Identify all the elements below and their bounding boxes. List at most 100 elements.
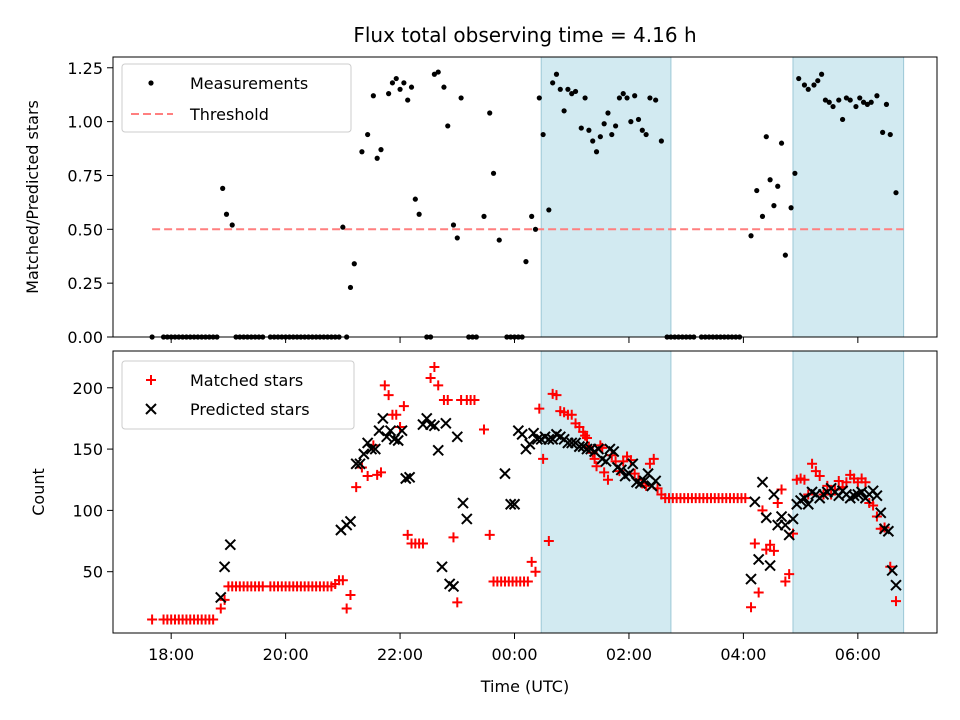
x-tick-label: 18:00 bbox=[148, 645, 194, 664]
matched-stars-point bbox=[868, 500, 879, 511]
measurement-point bbox=[431, 71, 437, 77]
legend-predicted-label: Predicted stars bbox=[190, 400, 310, 419]
measurement-point bbox=[778, 140, 785, 146]
measurement-point bbox=[880, 129, 886, 135]
matched-stars-point bbox=[398, 401, 409, 412]
predicted-stars-point bbox=[432, 444, 444, 457]
measurement-point bbox=[620, 91, 626, 97]
matched-stars-point bbox=[841, 477, 852, 488]
y-tick-label: 0.25 bbox=[67, 274, 103, 293]
measurement-point bbox=[590, 138, 596, 144]
predicted-stars-point bbox=[752, 553, 765, 566]
measurement-point bbox=[843, 95, 849, 101]
matched-stars-point bbox=[625, 455, 636, 466]
predicted-stars-point bbox=[403, 471, 416, 483]
matched-stars-point bbox=[147, 614, 158, 625]
matched-stars-point bbox=[581, 433, 592, 444]
matched-stars-point bbox=[591, 461, 602, 472]
predicted-stars-point bbox=[607, 445, 620, 458]
counts-layer bbox=[147, 361, 902, 625]
predicted-stars-point bbox=[882, 525, 895, 537]
measurement-point bbox=[826, 99, 832, 105]
matched-stars-point bbox=[543, 536, 554, 547]
predicted-stars-point bbox=[638, 475, 650, 487]
measurement-point bbox=[801, 82, 808, 88]
predicted-stars-point bbox=[649, 475, 662, 487]
measurement-point bbox=[805, 86, 811, 92]
matched-stars-point bbox=[746, 602, 757, 613]
measurement-point bbox=[658, 138, 664, 144]
predicted-stars-point bbox=[566, 437, 578, 449]
legend-matched-label: Matched stars bbox=[190, 371, 303, 390]
predicted-stars-point bbox=[627, 458, 639, 470]
predicted-stars-point bbox=[516, 428, 528, 441]
y-tick-label: 150 bbox=[72, 440, 103, 459]
x-tick-label: 20:00 bbox=[263, 645, 309, 664]
matched-stars-point bbox=[351, 482, 362, 493]
predicted-stars-point bbox=[377, 412, 389, 425]
y-tick-label: 1.00 bbox=[67, 113, 103, 132]
y-tick-label: 0.75 bbox=[67, 166, 103, 185]
measurement-point bbox=[340, 224, 346, 230]
measurement-point bbox=[405, 97, 411, 103]
matched-stars-point bbox=[341, 603, 352, 614]
measurement-point bbox=[643, 131, 649, 138]
x-tick-label: 02:00 bbox=[606, 645, 652, 664]
predicted-stars-point bbox=[886, 564, 898, 577]
measurement-point bbox=[370, 93, 376, 99]
measurement-point bbox=[561, 108, 567, 114]
matched-stars-point bbox=[433, 380, 444, 391]
measurement-point bbox=[487, 110, 493, 116]
matched-stars-point bbox=[429, 361, 440, 372]
predicted-stars-point bbox=[428, 420, 441, 432]
measurement-point bbox=[639, 127, 645, 133]
predicted-stars-point bbox=[848, 489, 860, 502]
matched-stars-point bbox=[337, 575, 348, 586]
matched-stars-point bbox=[534, 403, 545, 414]
matched-stars-point bbox=[452, 597, 463, 608]
observing-window bbox=[540, 350, 672, 634]
predicted-stars-point bbox=[369, 443, 381, 455]
measurement-point bbox=[653, 97, 659, 103]
predicted-stars-point bbox=[764, 559, 776, 572]
matched-stars-point bbox=[375, 467, 386, 478]
matched-stars-point bbox=[478, 424, 489, 435]
predicted-stars-point bbox=[573, 440, 586, 453]
measurement-point bbox=[435, 69, 441, 75]
matched-stars-point bbox=[753, 587, 764, 598]
matched-stars-point bbox=[526, 556, 537, 567]
measurement-point bbox=[593, 149, 600, 155]
predicted-stars-point bbox=[499, 467, 511, 480]
matched-stars-point bbox=[589, 453, 600, 464]
measurement-point bbox=[532, 226, 539, 232]
measurement-point bbox=[553, 71, 560, 77]
predicted-stars-point bbox=[543, 433, 555, 445]
top-y-axis-label: Matched/Predicted stars bbox=[23, 100, 42, 294]
measurement-point bbox=[609, 131, 615, 138]
matched-stars-point bbox=[885, 561, 896, 572]
measurement-point bbox=[496, 237, 502, 243]
measurement-point bbox=[857, 95, 863, 101]
matched-stars-point bbox=[602, 474, 613, 485]
matched-stars-point bbox=[448, 532, 459, 543]
measurement-point bbox=[775, 183, 781, 189]
predicted-stars-point bbox=[508, 498, 521, 510]
legend-matched-marker bbox=[146, 375, 156, 385]
measurement-point bbox=[374, 155, 380, 161]
measurement-point bbox=[647, 95, 653, 101]
measurement-point bbox=[229, 222, 235, 228]
measurement-point bbox=[351, 261, 357, 267]
matched-stars-point bbox=[566, 409, 577, 420]
measurement-point bbox=[767, 177, 773, 183]
measurement-point bbox=[523, 259, 529, 265]
bottom-plot-frame bbox=[112, 350, 938, 634]
predicted-stars-point bbox=[358, 448, 370, 460]
predicted-stars-point bbox=[354, 458, 366, 470]
matched-stars-point bbox=[551, 390, 562, 401]
matched-stars-point bbox=[780, 576, 791, 587]
matched-stars-point bbox=[383, 390, 394, 401]
measurement-point bbox=[883, 101, 890, 107]
matched-stars-point bbox=[402, 529, 413, 540]
measurement-point bbox=[830, 103, 836, 110]
